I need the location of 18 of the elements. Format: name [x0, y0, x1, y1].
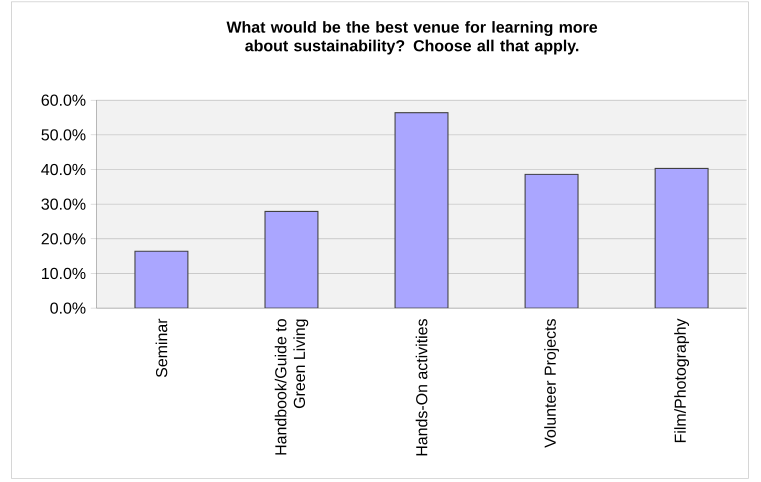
y-tick-label: 20.0%	[42, 233, 86, 244]
y-tick-label: 10.0%	[42, 268, 86, 280]
bar	[264, 210, 318, 308]
bar	[394, 112, 449, 308]
bar	[134, 250, 188, 308]
y-tick-label: 60.0%	[42, 94, 86, 106]
bar	[654, 168, 709, 308]
x-tick-label: Film/Photography	[674, 318, 690, 442]
bar	[524, 174, 579, 308]
chart-title: What would be the best venue for learning more about sustainability? Choose all that apply.	[226, 21, 598, 55]
x-tick-label: Seminar	[156, 318, 168, 378]
y-tick-label: 30.0%	[41, 198, 86, 210]
y-tick-label: 0.0%	[50, 302, 86, 314]
y-tick-label: 40.0%	[41, 164, 86, 176]
x-tick-label: Hands-On activities	[416, 319, 428, 456]
y-tick-label: 50.0%	[41, 129, 86, 140]
x-tick-label: Volunteer Projects	[544, 319, 559, 448]
x-tick-label: Handbook/Guide to Green Living	[274, 319, 308, 455]
